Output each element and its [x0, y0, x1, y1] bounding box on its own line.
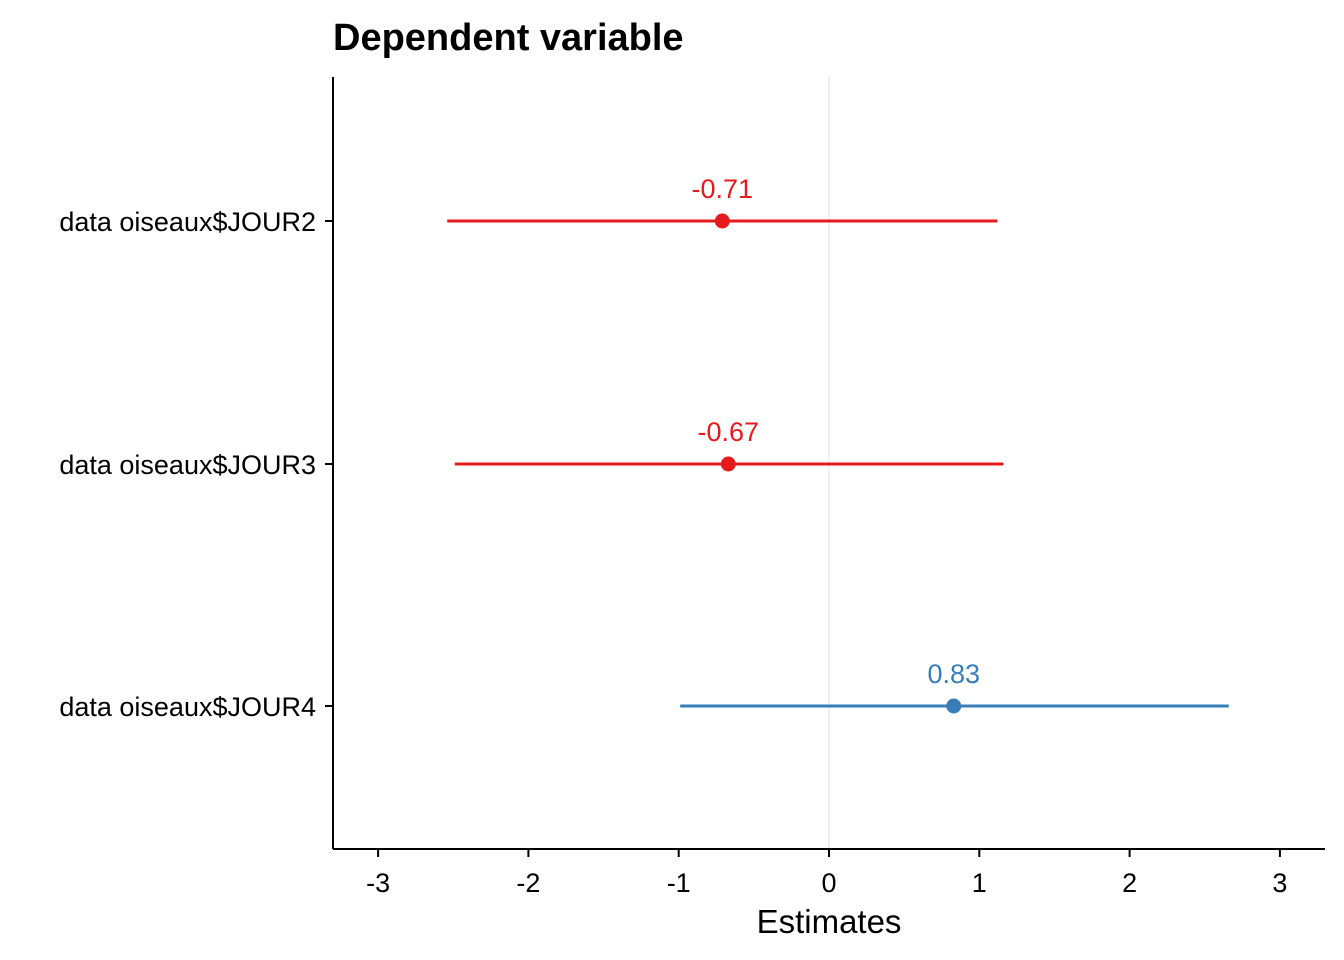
x-axis-ticks: -3 -2 -1 0 1 2 3 — [366, 849, 1287, 898]
y-tick-label: data oiseaux$JOUR4 — [59, 692, 316, 722]
y-tick-label: data oiseaux$JOUR3 — [59, 450, 316, 480]
x-tick-label: 2 — [1122, 868, 1137, 898]
estimate-point — [714, 213, 730, 229]
x-tick-label: 0 — [821, 868, 836, 898]
chart-title: Dependent variable — [333, 17, 684, 59]
estimate-point — [720, 456, 736, 472]
y-axis-labels: data oiseaux$JOUR2 data oiseaux$JOUR3 data… — [59, 207, 333, 722]
x-tick-label: -1 — [667, 868, 691, 898]
x-tick-label: -3 — [366, 868, 390, 898]
estimate-value-label: -0.71 — [692, 174, 754, 204]
x-tick-label: 3 — [1272, 868, 1287, 898]
estimate-value-label: -0.67 — [698, 417, 760, 447]
x-tick-label: -2 — [516, 868, 540, 898]
estimate-value-label: 0.83 — [927, 659, 980, 689]
x-tick-label: 1 — [972, 868, 987, 898]
estimate-marks: -0.71 -0.67 0.83 — [447, 174, 1229, 714]
y-tick-label: data oiseaux$JOUR2 — [59, 207, 316, 237]
estimate-point — [946, 698, 962, 714]
x-axis-title: Estimates — [757, 903, 902, 940]
